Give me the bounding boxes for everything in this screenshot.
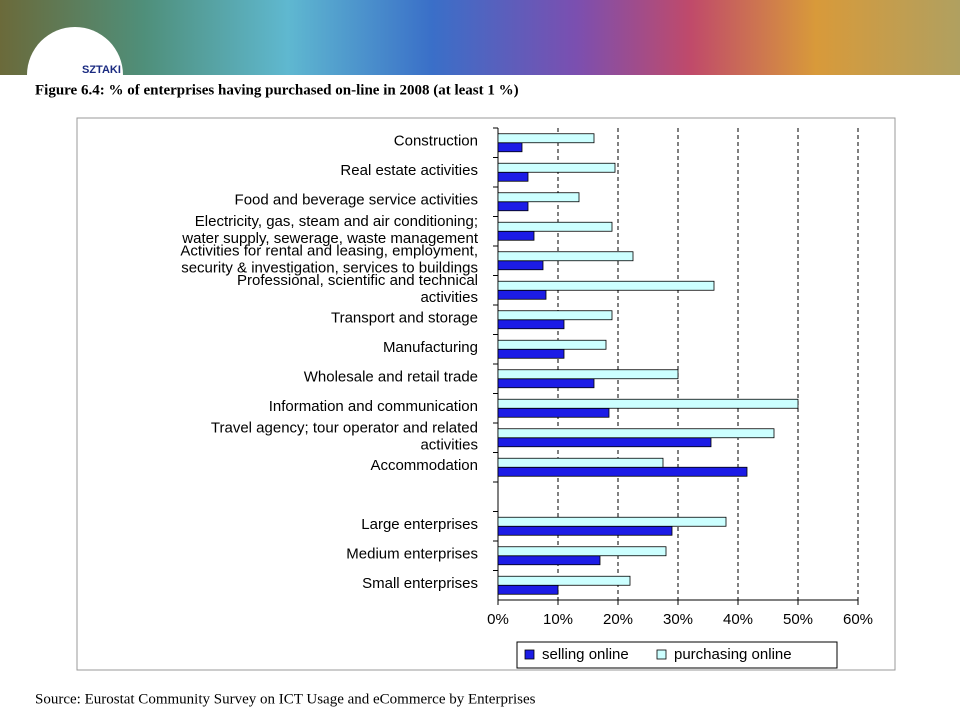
- bar: [497, 378, 595, 389]
- bar: [497, 251, 634, 262]
- bar: [497, 162, 616, 173]
- y-tick-label: Small enterprises: [362, 575, 478, 592]
- bar: [497, 584, 559, 595]
- x-tick-label: 0%: [487, 611, 509, 628]
- bar: [497, 555, 601, 566]
- legend-swatch: [656, 649, 667, 660]
- y-tick-label: Wholesale and retail trade: [304, 369, 478, 386]
- bar: [497, 192, 580, 203]
- y-tick-label: Manufacturing: [383, 339, 478, 356]
- bar: [497, 339, 607, 350]
- bar: [497, 428, 775, 439]
- legend-label: selling online: [542, 646, 629, 663]
- figure-title: Figure 6.4: % of enterprises having purc…: [35, 82, 519, 98]
- legend-swatch: [524, 649, 535, 660]
- y-tick-label: Accommodation: [370, 457, 478, 474]
- y-tick-label: Construction: [394, 133, 478, 150]
- x-tick-label: 50%: [783, 611, 813, 628]
- y-tick-label: Transport and storage: [331, 310, 478, 327]
- bar: [497, 319, 565, 330]
- y-tick-label: Food and beverage service activities: [235, 192, 478, 209]
- legend-label: purchasing online: [674, 646, 792, 663]
- legend: [516, 641, 838, 669]
- logo-text: SZTAKI: [82, 64, 121, 76]
- bar: [497, 310, 613, 321]
- bar: [497, 171, 529, 182]
- x-tick-label: 10%: [543, 611, 573, 628]
- bar: [497, 280, 715, 291]
- bar: [497, 230, 535, 241]
- bar: [497, 457, 664, 468]
- bar: [497, 516, 727, 527]
- x-tick-label: 20%: [603, 611, 633, 628]
- x-tick-label: 60%: [843, 611, 873, 628]
- bar: [497, 201, 529, 212]
- bar: [497, 466, 748, 477]
- source: Source: Eurostat Community Survey on ICT…: [35, 691, 536, 707]
- bar: [497, 348, 565, 359]
- bar: [497, 221, 613, 232]
- bar: [497, 142, 523, 153]
- y-tick-label: Large enterprises: [361, 516, 478, 533]
- y-tick-label: Professional, scientific and technical ac…: [237, 272, 478, 306]
- y-tick-label: Medium enterprises: [346, 546, 478, 563]
- bar: [497, 398, 799, 409]
- y-tick-label: Real estate activities: [340, 162, 478, 179]
- bar: [497, 575, 631, 586]
- bar: [497, 546, 667, 557]
- y-tick-label: Information and communication: [269, 398, 478, 415]
- y-tick-label: Electricity, gas, steam and air conditio…: [181, 213, 479, 247]
- bar: [497, 133, 595, 144]
- banner: [0, 0, 960, 75]
- bar: [497, 437, 712, 448]
- bar: [497, 260, 544, 271]
- bar: [497, 289, 547, 300]
- bar: [497, 369, 679, 380]
- logo: [27, 27, 123, 123]
- bar: [497, 525, 673, 536]
- bar: [497, 407, 610, 418]
- x-tick-label: 40%: [723, 611, 753, 628]
- y-tick-label: Travel agency; tour operator and related…: [211, 419, 478, 453]
- x-tick-label: 30%: [663, 611, 693, 628]
- y-tick-label: Activities for rental and leasing, emplo…: [180, 242, 478, 276]
